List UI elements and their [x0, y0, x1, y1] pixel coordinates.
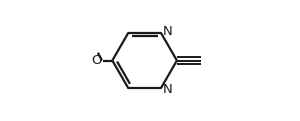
Text: N: N [163, 25, 173, 38]
Text: O: O [92, 54, 102, 67]
Text: N: N [163, 83, 173, 96]
